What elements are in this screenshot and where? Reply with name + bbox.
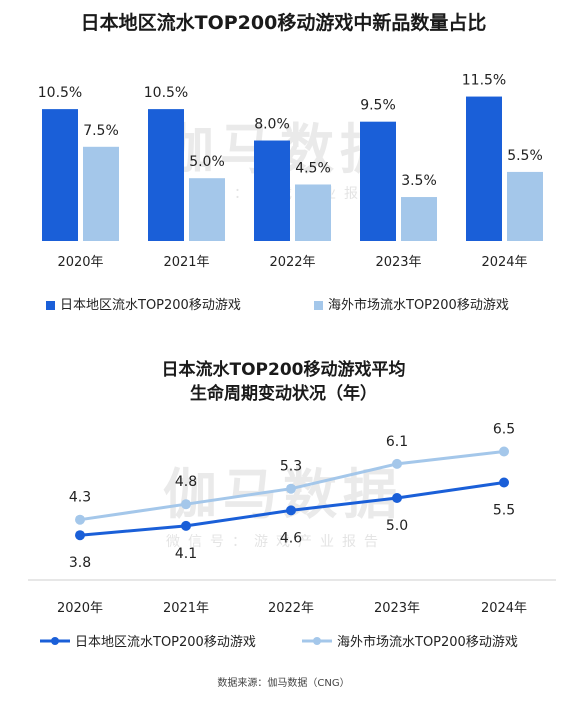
bar-japan-4	[360, 121, 396, 241]
bar-legend-overseas: 海外市场流水TOP200移动游戏	[314, 294, 509, 313]
line-legend-marker-japan	[51, 637, 59, 645]
bar-overseas-1	[83, 146, 119, 241]
point-label-japan-3: 4.6	[280, 530, 302, 546]
line-chart: 3.8 4.1 4.6 5.0 5.5 4.3 4.8 5.3 6.1 6.5 2020年 2021年…	[28, 422, 556, 650]
point-japan-5	[499, 477, 509, 488]
point-label-overseas-3: 5.3	[280, 459, 302, 475]
legend-swatch-overseas	[314, 301, 323, 310]
bar-overseas-4	[401, 197, 437, 241]
bar-overseas-5	[507, 171, 543, 241]
x-tick-label-5: 2024年	[481, 255, 527, 270]
point-label-overseas-2: 4.8	[175, 474, 197, 490]
bar-label-overseas-2: 5.0%	[189, 154, 225, 170]
bar-label-japan-5: 11.5%	[462, 73, 506, 89]
bar-label-japan-4: 9.5%	[360, 98, 396, 114]
bar-japan-5	[466, 96, 502, 241]
bar-label-japan-3: 8.0%	[254, 117, 290, 133]
bar-japan-1	[42, 109, 78, 242]
line-legend-label-japan: 日本地区流水TOP200移动游戏	[75, 635, 256, 650]
line-chart-title: 日本流水TOP200移动游戏平均 生命周期变动状况（年）	[0, 358, 567, 406]
legend-label-japan: 日本地区流水TOP200移动游戏	[60, 298, 241, 313]
data-source: 数据来源：伽马数据（CNG）	[217, 678, 350, 689]
point-overseas-5	[499, 446, 509, 457]
point-label-overseas-1: 4.3	[69, 490, 91, 506]
line-chart-title-line1: 日本流水TOP200移动游戏平均	[161, 360, 406, 380]
point-japan-3	[286, 505, 296, 516]
point-overseas-4	[392, 458, 402, 469]
x-tick-label-3: 2022年	[269, 255, 315, 270]
line-x-tick-label-2: 2021年	[163, 601, 209, 616]
bar-overseas-2	[189, 178, 225, 241]
line-chart-title-line2: 生命周期变动状况（年）	[190, 384, 377, 404]
bar-label-overseas-3: 4.5%	[295, 160, 331, 176]
point-overseas-1	[75, 514, 85, 525]
bar-japan-2	[148, 109, 184, 242]
point-label-japan-1: 3.8	[69, 555, 91, 571]
line-legend-label-overseas: 海外市场流水TOP200移动游戏	[337, 634, 518, 650]
bar-japan-3	[254, 140, 290, 241]
point-japan-2	[181, 520, 191, 531]
point-label-overseas-5: 6.5	[493, 422, 515, 438]
point-label-overseas-4: 6.1	[386, 434, 408, 450]
point-japan-4	[392, 493, 402, 503]
line-x-tick-label-4: 2023年	[374, 601, 420, 616]
watermark-sub-bottom: 微信号：游戏产业报告	[166, 534, 386, 550]
bar-chart-title: 日本地区流水TOP200移动游戏中新品数量占比	[80, 12, 487, 34]
x-tick-label-4: 2023年	[375, 255, 421, 270]
bar-label-japan-2: 10.5%	[144, 85, 188, 101]
bar-label-overseas-1: 7.5%	[83, 123, 119, 139]
x-tick-label-1: 2020年	[57, 255, 103, 270]
point-overseas-2	[181, 499, 191, 510]
line-x-tick-label-3: 2022年	[268, 601, 314, 616]
bar-label-japan-1: 10.5%	[38, 85, 82, 101]
legend-label-overseas: 海外市场流水TOP200移动游戏	[328, 298, 509, 313]
point-overseas-3	[286, 483, 296, 494]
x-tick-label-2: 2021年	[163, 255, 209, 270]
bar-label-overseas-5: 5.5%	[507, 148, 543, 164]
point-label-japan-5: 5.5	[493, 503, 515, 519]
legend-swatch-japan	[46, 301, 55, 310]
line-x-tick-label-1: 2020年	[57, 601, 103, 616]
point-label-japan-2: 4.1	[175, 546, 197, 562]
point-japan-1	[75, 530, 85, 541]
bar-legend-japan: 日本地区流水TOP200移动游戏	[46, 294, 241, 313]
bar-chart: 10.5% 7.5% 2020年 10.5% 5.0% 2021年 8.0% 4.5% 2022…	[38, 73, 543, 270]
bar-overseas-3	[295, 184, 331, 241]
line-x-tick-label-5: 2024年	[481, 601, 527, 616]
bar-label-overseas-4: 3.5%	[401, 173, 437, 189]
line-legend-marker-overseas	[313, 637, 321, 645]
point-label-japan-4: 5.0	[386, 518, 408, 534]
